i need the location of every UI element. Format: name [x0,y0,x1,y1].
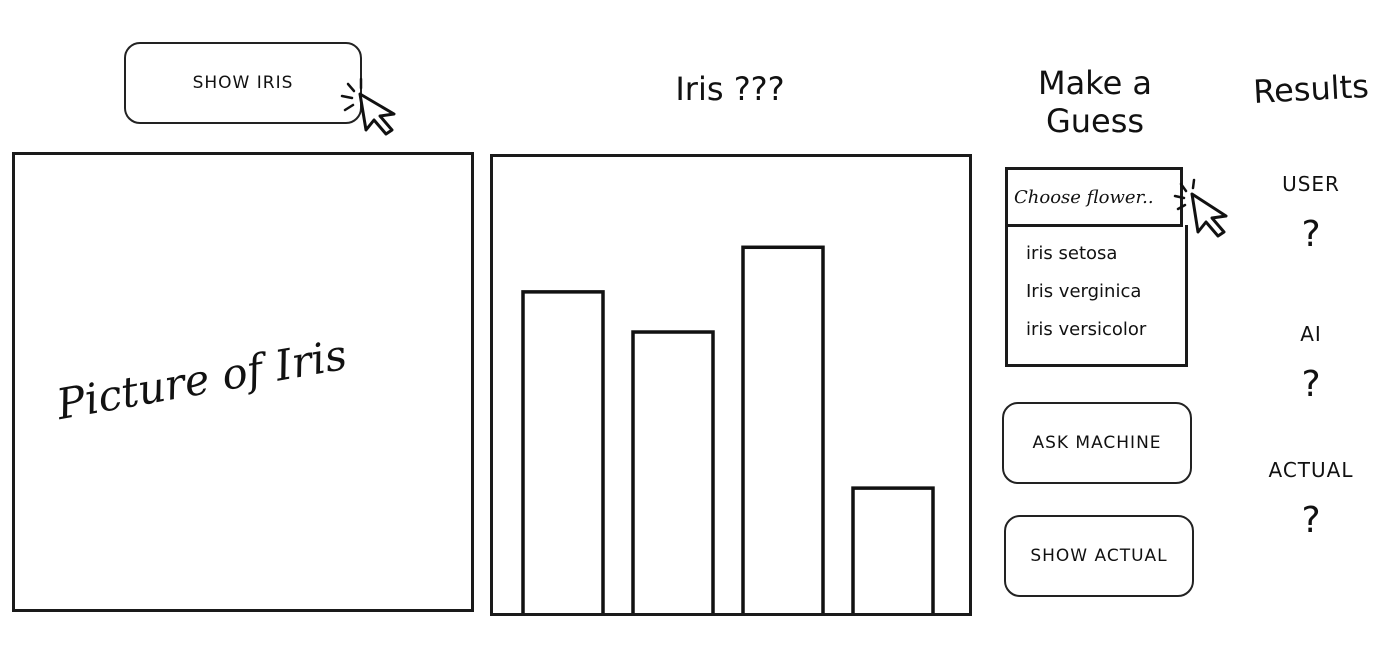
bar-chart-svg [521,245,935,613]
click-cursor-icon [340,77,396,136]
guess-heading-line1: Make a [1037,64,1153,102]
flower-select-value: Choose flower.. [1014,186,1154,208]
flower-select[interactable]: Choose flower.. [1005,167,1183,227]
chart-title: Iris ??? [675,70,785,108]
show-actual-label: SHOW ACTUAL [1030,546,1168,566]
ask-machine-label: ASK MACHINE [1032,433,1162,453]
actual-result-label: ACTUAL [1268,458,1354,482]
click-cursor-icon [1173,178,1228,238]
feature-bar-chart [490,154,972,616]
show-iris-button[interactable]: SHOW IRIS [124,42,362,124]
results-heading: Results [1252,67,1370,111]
iris-picture-placeholder: Picture of Iris [52,329,351,430]
ai-result-label: AI [1300,322,1322,346]
ai-result-value: ? [1301,364,1321,405]
option-iris-verginica[interactable]: Iris verginica [1026,281,1142,302]
show-actual-button[interactable]: SHOW ACTUAL [1004,515,1194,597]
user-result-value: ? [1301,214,1321,255]
bar-4 [851,486,935,613]
flower-dropdown-list: iris setosa Iris verginica iris versicol… [1005,225,1188,367]
bar-1 [521,290,605,613]
option-iris-versicolor[interactable]: iris versicolor [1026,319,1147,340]
bar-2 [631,330,715,613]
guess-heading-line2: Guess [1045,102,1145,140]
bar-3 [741,245,825,613]
ask-machine-button[interactable]: ASK MACHINE [1002,402,1192,484]
actual-result-value: ? [1301,500,1321,541]
show-iris-label: SHOW IRIS [192,73,294,93]
iris-picture-panel: Picture of Iris [12,152,474,612]
guess-heading: Make a Guess [1000,64,1190,140]
user-result-label: USER [1282,172,1340,196]
option-iris-setosa[interactable]: iris setosa [1026,243,1118,264]
